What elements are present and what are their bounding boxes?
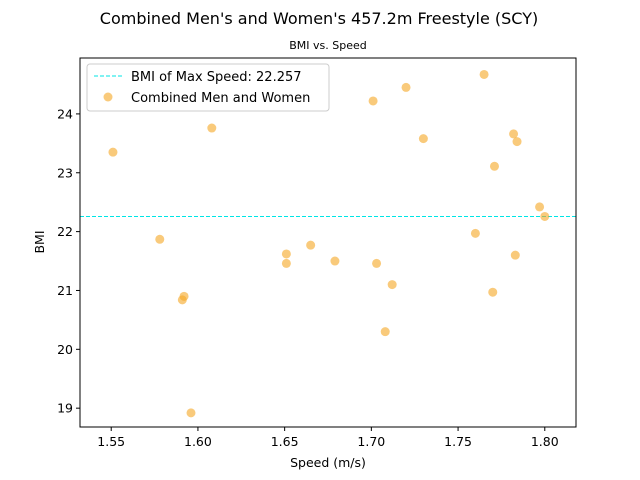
data-point [281,249,291,259]
data-point [489,161,499,171]
data-point [479,69,489,79]
y-axis: 19 20 21 22 23 24 [57,106,80,416]
x-axis: 1.55 1.60 1.65 1.70 1.75 1.80 [97,427,559,449]
plot-area [80,69,576,418]
x-tick-label: 1.60 [184,434,212,449]
data-point [186,408,196,418]
data-point [470,228,480,238]
data-point [281,258,291,268]
x-tick-label: 1.65 [271,434,299,449]
legend: BMI of Max Speed: 22.257 Combined Men an… [86,63,330,112]
data-point [540,211,550,221]
data-point [401,82,411,92]
data-point [155,234,165,244]
data-point [488,287,498,297]
legend-series-swatch [103,92,113,102]
y-tick-label: 19 [57,401,73,416]
legend-series-label: Combined Men and Women [131,91,310,106]
chart-subtitle: BMI vs. Speed [289,39,367,52]
y-axis-label: BMI [32,230,47,253]
data-point [368,96,378,106]
data-point [108,147,118,157]
data-point [372,258,382,268]
data-point [418,134,428,144]
data-point [380,327,390,337]
y-tick-label: 22 [57,224,73,239]
data-point [179,291,189,301]
x-tick-label: 1.80 [531,434,559,449]
x-axis-label: Speed (m/s) [290,455,366,470]
data-point [509,129,519,139]
x-tick-label: 1.75 [444,434,472,449]
data-point [330,256,340,266]
x-tick-label: 1.55 [97,434,125,449]
data-point [535,202,545,212]
chart-title: Combined Men's and Women's 457.2m Freest… [100,9,538,28]
y-tick-label: 21 [57,283,73,298]
plot-frame [79,57,577,428]
legend-box [86,63,330,112]
x-tick-label: 1.70 [357,434,385,449]
y-tick-label: 23 [57,165,73,180]
legend-reference-line-label: BMI of Max Speed: 22.257 [131,70,302,85]
data-point [207,123,217,133]
y-tick-label: 24 [57,106,73,121]
data-point [387,280,397,290]
y-tick-label: 20 [57,342,73,357]
data-point [510,250,520,260]
data-point [512,137,522,147]
data-point [306,240,316,250]
